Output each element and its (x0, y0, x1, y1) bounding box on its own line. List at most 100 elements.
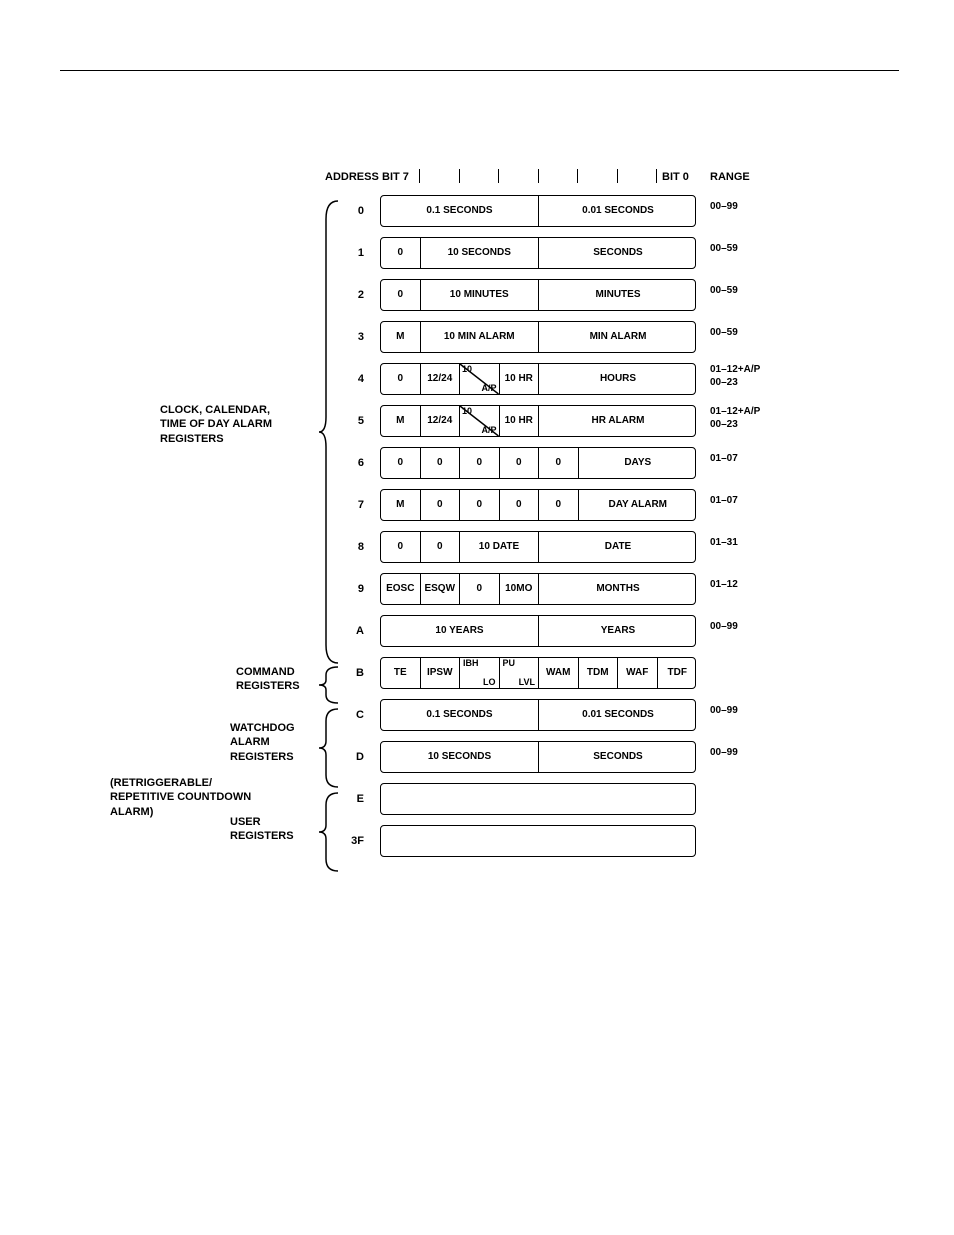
addr: 5 (350, 415, 364, 427)
register-map-diagram: ADDRESS BIT 7 BIT 0 RANGE 00.1 SECONDS0.… (60, 171, 890, 863)
register-row: 1 010 SECONDSSECONDS 00–59 (60, 233, 890, 275)
brace-watchdog (318, 707, 340, 789)
bit-cell: 0 (421, 448, 461, 478)
bit-cell: 0 (381, 448, 421, 478)
bit-cell: 10 DATE (460, 532, 539, 562)
bit-cell: 0 (421, 490, 461, 520)
bit-cell: 12/24 (421, 406, 461, 436)
bit-cell: 0.1 SECONDS (381, 700, 539, 730)
bit-cell: 0 (381, 238, 421, 268)
bit-cell: 0 (539, 490, 579, 520)
addr: E (350, 793, 364, 805)
register-box: M12/2410A/P10 HRHR ALARM (380, 405, 696, 437)
bit-cell: WAF (618, 658, 658, 688)
register-row: 600000DAYS01–07 (60, 443, 890, 485)
bit-cell: 10 HR (500, 406, 540, 436)
addr: B (350, 667, 364, 679)
bit-cell: IBH LO (460, 658, 500, 688)
bit-tick (538, 169, 539, 183)
range: 01–12 (710, 579, 738, 592)
bit-cell: 0.01 SECONDS (539, 196, 697, 226)
addr: 6 (350, 457, 364, 469)
bit-tick (577, 169, 578, 183)
register-row: A10 YEARSYEARS00–99 (60, 611, 890, 653)
hdr-bit0: BIT 0 (662, 171, 689, 183)
bit-cell: PULVL (500, 658, 540, 688)
register-row: 00.1 SECONDS0.01 SECONDS00–99 (60, 191, 890, 233)
bit-cell: 0 (381, 364, 421, 394)
bit-cell: M (381, 406, 421, 436)
bit-cell: 0.1 SECONDS (381, 196, 539, 226)
bit-cell: 10 SECONDS (421, 238, 540, 268)
register-row: BTEIPSWIBHLOPULVLWAMTDMWAFTDF (60, 653, 890, 695)
bit-cell: IPSW (421, 658, 461, 688)
bit-cell: 10MO (500, 574, 540, 604)
register-row: 3M10 MIN ALARMMIN ALARM00–59 (60, 317, 890, 359)
register-box: 012/2410A/P10 HRHOURS (380, 363, 696, 395)
bit-cell: 10 SECONDS (381, 742, 539, 772)
register-row: D 10 SECONDSSECONDS 00–99 (60, 737, 890, 779)
bit-cell: M (381, 322, 421, 352)
bit-cell (381, 784, 539, 814)
addr: 3 (350, 331, 364, 343)
cell-top: IBH (463, 659, 479, 668)
bit-cell: 0 (421, 532, 461, 562)
bit-cell: 0 (460, 574, 500, 604)
hdr-range: RANGE (710, 171, 750, 183)
bit-cell: 0 (500, 490, 540, 520)
cell-bot: LO (483, 678, 496, 687)
hdr-bit7: BIT 7 (382, 171, 409, 183)
register-box: 10 YEARSYEARS (380, 615, 696, 647)
addr: 8 (350, 541, 364, 553)
addr: C (350, 709, 364, 721)
register-box (380, 783, 696, 815)
bit-cell: YEARS (539, 616, 697, 646)
label-retrig: (RETRIGGERABLE/ REPETITIVE COUNTDOWN ALA… (110, 776, 251, 819)
bit-tick (459, 169, 460, 183)
register-box: 010 MINUTESMINUTES (380, 279, 696, 311)
brace-user (318, 791, 340, 873)
rows-container: 00.1 SECONDS0.01 SECONDS00–991010 SECOND… (60, 191, 890, 863)
bit-cell: 0 (539, 448, 579, 478)
top-rule (60, 70, 899, 71)
bit-tick (656, 169, 657, 183)
bit-tick (617, 169, 618, 183)
bit-cell: MIN ALARM (539, 322, 697, 352)
range: 00–99 (710, 201, 738, 214)
register-row: 7M0000DAY ALARM01–07 (60, 485, 890, 527)
register-box: TEIPSWIBHLOPULVLWAMTDMWAFTDF (380, 657, 696, 689)
bit-cell: TDM (579, 658, 619, 688)
register-box: M10 MIN ALARMMIN ALARM (380, 321, 696, 353)
range: 01–07 (710, 453, 738, 466)
bit-cell (539, 784, 697, 814)
bit-cell: MINUTES (539, 280, 697, 310)
bit-cell: SECONDS (539, 742, 697, 772)
label-clock: CLOCK, CALENDAR, TIME OF DAY ALARM REGIS… (160, 403, 272, 446)
bit-cell: HOURS (539, 364, 697, 394)
range: 01–12+A/P 00–23 (710, 364, 760, 389)
bit-cell: 10 MIN ALARM (421, 322, 540, 352)
range: 00–99 (710, 747, 738, 760)
bit-cell: 0 (381, 532, 421, 562)
register-row: 9EOSCESQW010MOMONTHS01–12 (60, 569, 890, 611)
register-row: C0.1 SECONDS0.01 SECONDS00–99 (60, 695, 890, 737)
brace-command (318, 665, 340, 705)
addr: 3F (344, 835, 364, 847)
cell-bot: LVL (519, 678, 535, 687)
addr: 1 (350, 247, 364, 259)
bit-cell: SECONDS (539, 238, 697, 268)
register-box: 0.1 SECONDS0.01 SECONDS (380, 699, 696, 731)
bit-cell: EOSC (381, 574, 421, 604)
range: 01–07 (710, 495, 738, 508)
bit-cell: M (381, 490, 421, 520)
cell-bot: A/P (481, 384, 496, 393)
addr: D (350, 751, 364, 763)
register-box: 0.1 SECONDS0.01 SECONDS (380, 195, 696, 227)
page: ADDRESS BIT 7 BIT 0 RANGE 00.1 SECONDS0.… (0, 70, 954, 863)
range: 00–59 (710, 243, 738, 256)
brace-clock (318, 199, 340, 665)
addr: 2 (350, 289, 364, 301)
bit-cell: 10 HR (500, 364, 540, 394)
cell-top: 10 (462, 365, 472, 374)
cell-bot: A/P (481, 426, 496, 435)
